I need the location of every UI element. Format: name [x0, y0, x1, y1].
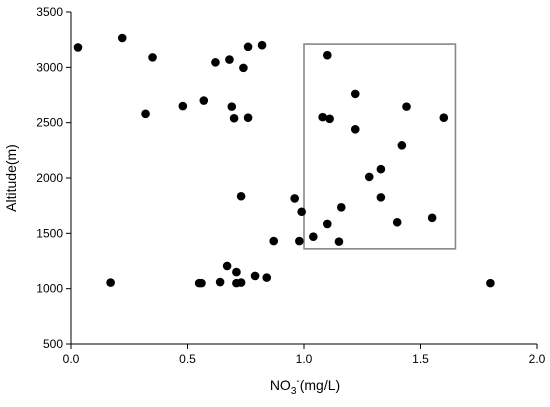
- data-point: [148, 53, 157, 62]
- y-tick-label: 3000: [36, 60, 63, 74]
- data-point: [236, 278, 246, 287]
- data-point: [325, 114, 334, 124]
- data-point: [239, 63, 248, 73]
- data-point: [197, 278, 206, 288]
- data-point: [486, 278, 495, 288]
- x-tick-label: 2.0: [529, 352, 546, 366]
- y-tick-label: 1000: [36, 282, 63, 296]
- x-tick-label: 1.5: [412, 352, 429, 366]
- y-tick-label: 3500: [36, 5, 63, 19]
- x-axis-title: NO3-(mg/L): [270, 376, 340, 397]
- y-tick-label: 2000: [36, 171, 63, 185]
- data-point: [269, 236, 279, 246]
- x-axis-title-main: NO: [270, 377, 291, 393]
- plot-area: 500 1000 1500 2000 2500 3000 3500 0.0 0.5 1.0 1.5 2…: [36, 5, 545, 366]
- highlight-box: [303, 43, 457, 250]
- y-tick-label: 500: [43, 337, 63, 351]
- data-point: [106, 278, 115, 287]
- x-axis-title-unit: (mg/L): [300, 377, 340, 393]
- data-point: [73, 43, 83, 52]
- data-point: [178, 101, 188, 111]
- data-point: [392, 217, 402, 227]
- y-tick-label: 1500: [36, 226, 63, 240]
- data-point: [141, 109, 150, 119]
- y-tick-label: 2500: [36, 116, 63, 130]
- data-point: [262, 273, 272, 282]
- data-point: [211, 58, 220, 67]
- data-point: [290, 194, 299, 203]
- data-point: [117, 33, 127, 43]
- data-point: [243, 42, 253, 52]
- data-point: [215, 277, 225, 287]
- data-point: [376, 164, 386, 174]
- data-point: [350, 125, 360, 134]
- data-point: [236, 191, 246, 201]
- data-point: [309, 232, 318, 241]
- data-point: [334, 237, 344, 246]
- data-point: [243, 113, 253, 122]
- data-point: [227, 102, 237, 111]
- data-point: [336, 203, 346, 212]
- data-point: [295, 236, 304, 246]
- x-axis-title-superscript: -: [296, 376, 299, 387]
- data-point: [250, 271, 260, 281]
- data-point: [297, 207, 306, 217]
- data-point: [402, 102, 411, 111]
- data-point: [222, 261, 232, 271]
- data-point: [229, 113, 239, 123]
- data-point: [232, 267, 241, 277]
- x-tick-label: 0.5: [179, 352, 196, 366]
- data-point: [376, 193, 386, 202]
- data-point: [323, 50, 332, 60]
- data-point: [318, 112, 327, 122]
- data-point: [257, 40, 267, 50]
- data-point: [225, 55, 234, 64]
- data-point: [397, 141, 407, 150]
- data-point: [439, 113, 449, 122]
- x-axis-title-subscript: 3: [291, 386, 297, 397]
- y-axis-title: Altitude(m): [3, 144, 19, 212]
- data-point: [427, 213, 437, 223]
- data-point: [350, 89, 360, 99]
- data-point: [199, 96, 209, 105]
- data-point: [364, 172, 374, 182]
- data-point: [323, 219, 332, 229]
- x-tick-label: 1.0: [296, 352, 313, 366]
- x-tick-label: 0.0: [63, 352, 80, 366]
